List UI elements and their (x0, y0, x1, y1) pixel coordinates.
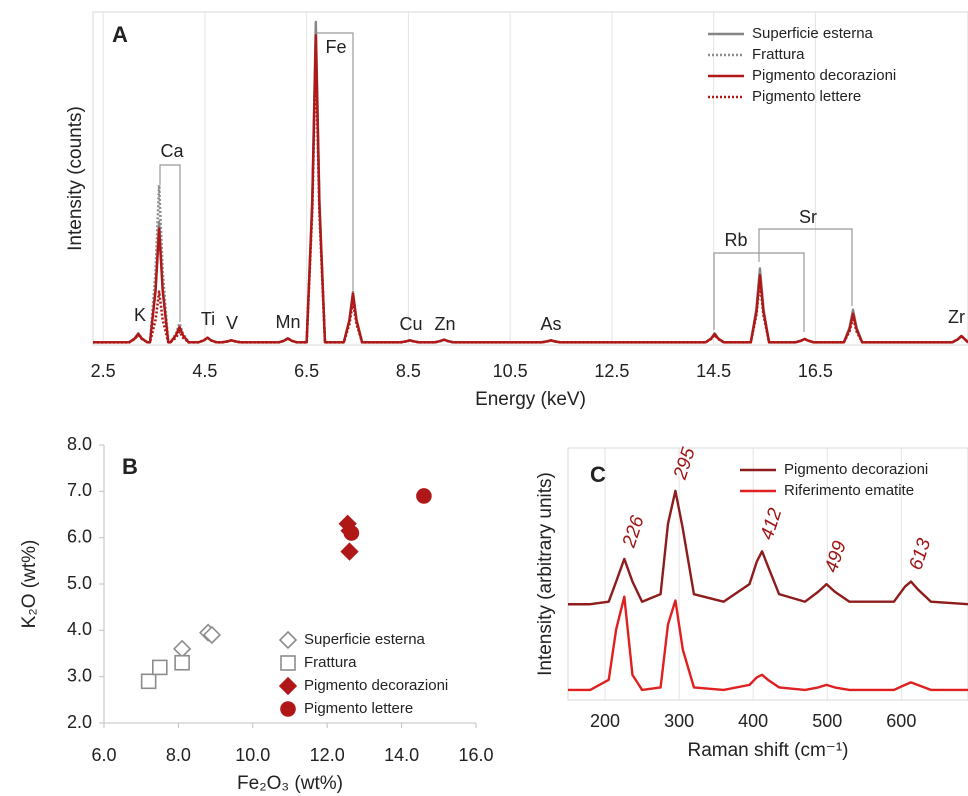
element-label: Mn (275, 312, 300, 332)
x-axis-label: Energy (keV) (475, 389, 586, 410)
point-marker (140, 673, 157, 690)
legend-label: Superficie esterna (304, 631, 426, 648)
element-label: Fe (325, 37, 346, 57)
x-tick-label: 4.5 (192, 361, 217, 381)
element-label: Ca (160, 141, 184, 161)
spectrum-line (568, 595, 968, 692)
plot-frame (567, 447, 968, 701)
x-tick-label: 14.5 (696, 361, 731, 381)
x-tick-label: 200 (590, 711, 620, 731)
element-label: Cu (399, 314, 422, 334)
x-tick-label: 500 (812, 711, 842, 731)
element-label: Ti (201, 309, 215, 329)
x-tick-label: 12.0 (310, 745, 345, 765)
spectrum-line (93, 49, 968, 344)
peak-label: 613 (906, 536, 936, 573)
annotation-bracket (159, 164, 181, 322)
y-tick-label: 5.0 (67, 573, 92, 593)
x-tick-label: 2.5 (91, 361, 116, 381)
y-tick-label: 3.0 (67, 665, 92, 685)
peak-label: 226 (619, 513, 649, 551)
point-marker (172, 639, 192, 658)
y-tick-label: 4.0 (67, 619, 92, 639)
element-label: K (134, 305, 146, 325)
peak-label: 412 (757, 505, 787, 542)
legend-label: Superficie esterna (752, 25, 874, 42)
x-tick-label: 600 (886, 711, 916, 731)
x-tick-label: 300 (664, 711, 694, 731)
spectrum-line (568, 489, 968, 606)
point-marker (416, 488, 432, 504)
x-tick-label: 8.0 (166, 745, 191, 765)
peak-label: 295 (670, 445, 700, 483)
legend-label: Pigmento lettere (752, 88, 861, 105)
legend-marker (278, 676, 298, 696)
x-tick-label: 12.5 (594, 361, 629, 381)
y-axis-label: K₂O (wt%) (19, 540, 40, 629)
element-label: Zn (434, 314, 455, 334)
annotation-bracket (758, 228, 853, 306)
element-label: Rb (724, 230, 747, 250)
legend-label: Pigmento decorazioni (784, 461, 928, 478)
legend-marker (280, 655, 296, 671)
point-marker (174, 654, 190, 671)
y-tick-label: 2.0 (67, 712, 92, 732)
point-marker (343, 525, 360, 541)
y-tick-label: 6.0 (67, 526, 92, 546)
panel-label: A (112, 22, 128, 47)
y-tick-label: 7.0 (67, 480, 92, 500)
point-marker (340, 542, 359, 561)
x-tick-label: 400 (738, 711, 768, 731)
y-tick-label: 8.0 (67, 434, 92, 454)
peak-label: 499 (821, 538, 851, 575)
legend-label: Riferimento ematite (784, 482, 914, 499)
x-tick-label: 6.0 (91, 745, 116, 765)
x-axis-label: Fe₂O₃ (wt%) (237, 773, 343, 794)
panel-label: C (590, 462, 606, 487)
legend-label: Pigmento decorazioni (752, 67, 896, 84)
plot-frame (92, 11, 968, 346)
x-tick-label: 16.5 (798, 361, 833, 381)
point-marker (152, 659, 168, 676)
point-marker (202, 625, 222, 645)
element-label: Zr (948, 307, 965, 327)
x-tick-label: 10.0 (235, 745, 270, 765)
legend-marker (280, 701, 296, 717)
x-tick-label: 8.5 (396, 361, 421, 381)
x-tick-label: 14.0 (384, 745, 419, 765)
x-tick-label: 10.5 (493, 361, 528, 381)
legend-label: Pigmento decorazioni (304, 677, 448, 694)
legend-label: Pigmento lettere (304, 700, 413, 717)
y-axis-label: Intensity (arbitrary units) (535, 472, 556, 676)
spectrum-line (93, 39, 968, 344)
element-label: V (226, 313, 238, 333)
x-axis-label: Raman shift (cm⁻¹) (688, 740, 849, 761)
y-axis-label: Intensity (counts) (65, 106, 86, 251)
annotation-bracket (316, 32, 354, 290)
element-label: Sr (799, 207, 817, 227)
element-label: As (540, 314, 561, 334)
legend-label: Frattura (752, 46, 805, 63)
x-tick-label: 16.0 (458, 745, 493, 765)
panel-label: B (122, 454, 138, 479)
x-tick-label: 6.5 (294, 361, 319, 381)
legend-label: Frattura (304, 654, 357, 671)
legend-marker (278, 630, 298, 650)
